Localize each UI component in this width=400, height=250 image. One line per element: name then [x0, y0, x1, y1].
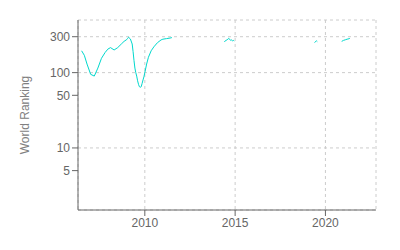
svg-text:100: 100 [50, 66, 70, 80]
svg-text:5: 5 [63, 164, 70, 178]
svg-text:World Ranking: World Ranking [18, 76, 32, 154]
svg-text:300: 300 [50, 30, 70, 44]
svg-text:2010: 2010 [131, 216, 158, 230]
svg-text:50: 50 [57, 89, 71, 103]
svg-text:10: 10 [57, 141, 71, 155]
svg-text:2020: 2020 [312, 216, 339, 230]
svg-text:2015: 2015 [222, 216, 249, 230]
